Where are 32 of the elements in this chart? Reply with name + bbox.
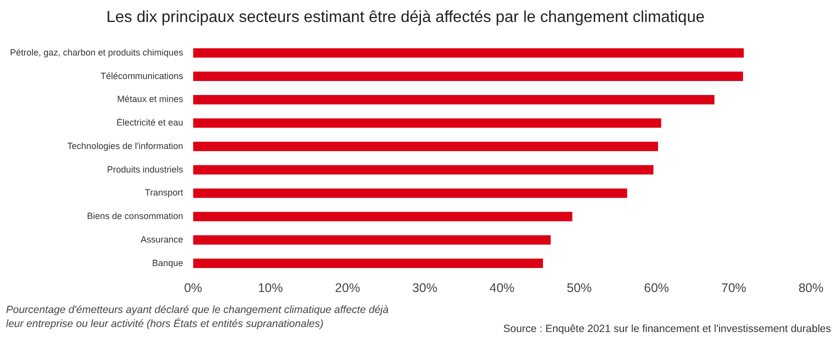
y-tick-label: Métaux et mines [117, 94, 184, 104]
bar [193, 48, 744, 58]
x-tick-label: 30% [412, 280, 438, 295]
y-tick-label: Transport [144, 188, 184, 198]
source-note: Source : Enquête 2021 sur le financement et l'investissement durables [503, 323, 831, 335]
bar [193, 188, 628, 198]
bar [193, 165, 654, 174]
y-tick-label: Télécommunications [100, 70, 184, 81]
y-tick-label: Biens de consommation [87, 211, 184, 222]
bar [193, 142, 658, 152]
bar [193, 212, 572, 222]
x-tick-label: 10% [258, 280, 283, 295]
text: Pourcentage d'émetteurs ayant déclaré que le changement climatique affecte déjà leur entreprise ou leur activité (hors États et entités supranationales) [6, 303, 390, 331]
y-tick-label: Technologies de l'information [67, 140, 184, 151]
bar [193, 118, 662, 128]
x-tick-label: 0% [184, 280, 202, 295]
y-tick-label: Électricité et eau [116, 118, 184, 128]
chart-title: Les dix principaux secteurs estimant être déjà affectés par le changement climatique [106, 9, 705, 26]
x-tick-label: 50% [566, 280, 592, 295]
bar [193, 94, 714, 104]
x-tick-label: 40% [490, 280, 515, 295]
x-tick-label: 20% [335, 280, 360, 295]
bar [193, 235, 551, 245]
x-tick-label: 70% [721, 280, 746, 295]
x-tick-label: 80% [798, 280, 824, 295]
x-tick-label: 60% [644, 280, 670, 295]
y-tick-label: Banque [152, 258, 184, 268]
bar [193, 258, 543, 268]
bar [193, 72, 744, 81]
y-tick-label: Pétrole, gaz, charbon et produits chimiques [10, 47, 184, 58]
y-tick-label: Assurance [140, 234, 184, 244]
y-tick-label: Produits industriels [107, 164, 184, 174]
